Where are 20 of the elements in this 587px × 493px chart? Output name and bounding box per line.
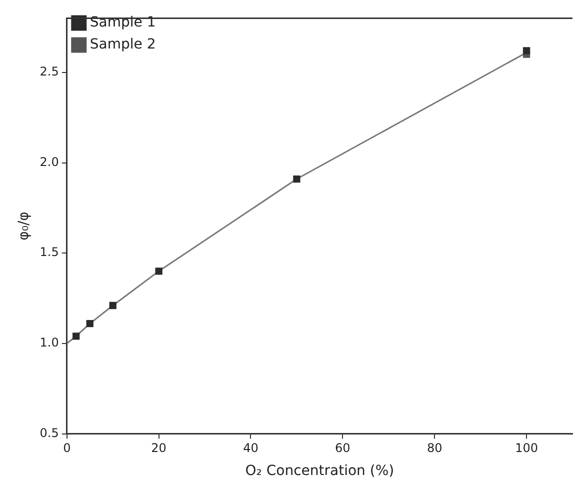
- x-tick-label: 100: [515, 441, 538, 456]
- y-tick-label: 2.0: [40, 154, 59, 169]
- x-tick-label: 20: [151, 441, 166, 456]
- point: [522, 47, 530, 54]
- y-axis-title: φ₀/φ: [16, 212, 32, 240]
- x-tick-label: 0: [63, 441, 71, 456]
- y-tick-label: 0.5: [40, 426, 59, 440]
- x-tick-label: 60: [335, 441, 350, 456]
- y-tick-label: 2.5: [40, 64, 59, 79]
- x-tick-label: 40: [243, 441, 258, 456]
- x-tick-label: 80: [426, 441, 442, 456]
- point: [86, 320, 94, 328]
- y-tick-label: 1.0: [40, 336, 59, 350]
- y-tick-label: 1.5: [40, 245, 59, 260]
- legend-label: Sample 2: [90, 36, 156, 53]
- point: [109, 302, 116, 310]
- point: [155, 268, 162, 275]
- point: [293, 175, 300, 183]
- x-axis-title: O₂ Concentration (%): [245, 463, 394, 480]
- point: [72, 332, 80, 340]
